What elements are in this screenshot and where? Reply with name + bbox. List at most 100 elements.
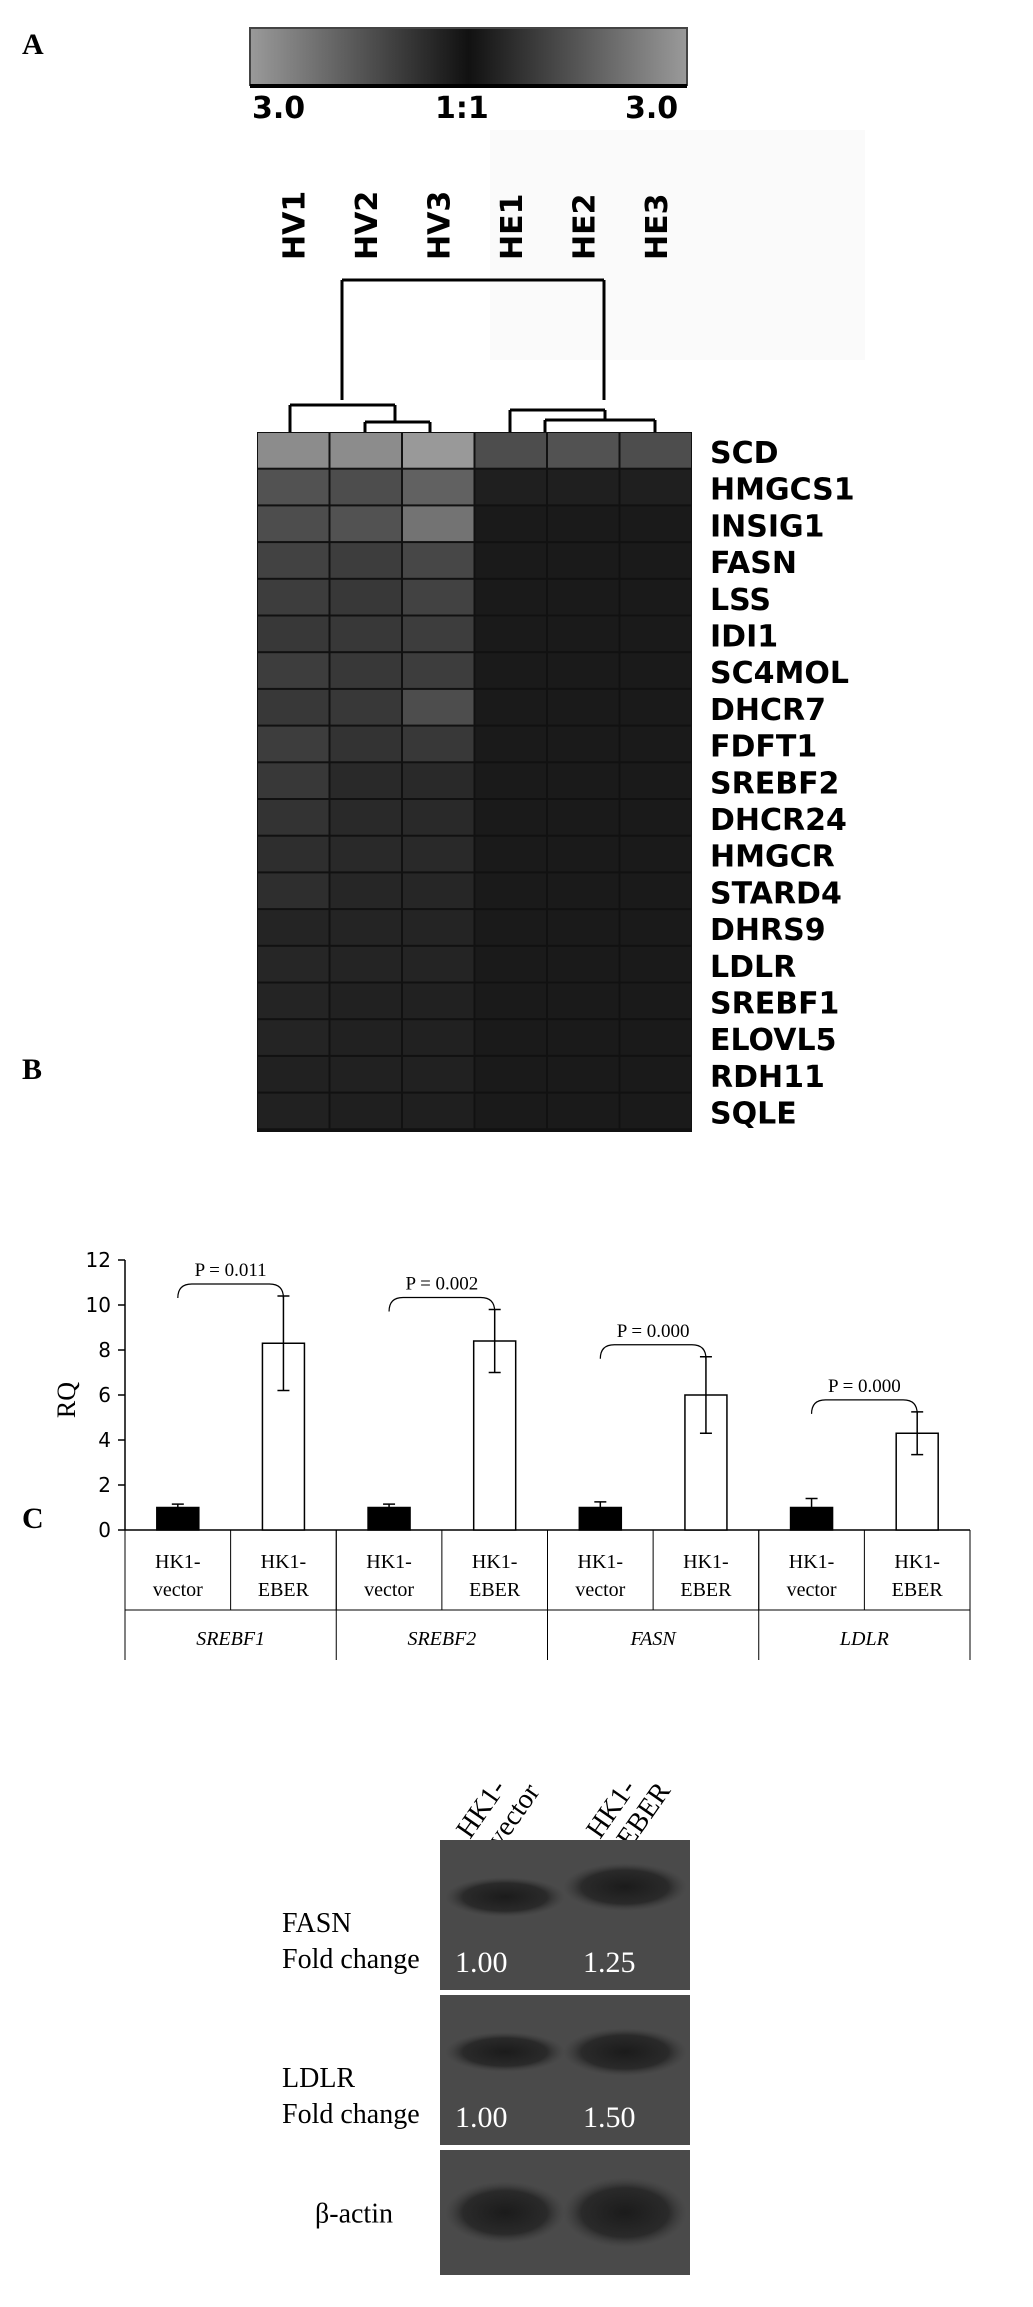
dendrogram	[288, 278, 657, 432]
gene-group-label: FASN	[630, 1628, 678, 1650]
heatmap-cell	[330, 433, 401, 468]
heatmap-cell	[548, 946, 619, 982]
rq-bar-chart: RQ 0 2 4 6 8 10 12 HK1- vector HK1- EBER SREBF1 P = …	[52, 1248, 971, 1660]
heatmap-cell	[620, 433, 691, 468]
gene-label: INSIG1	[710, 509, 825, 544]
heatmap-cell	[403, 506, 474, 542]
gene-label: FDFT1	[710, 730, 817, 765]
heatmap-cell	[330, 836, 401, 872]
bar-label: EBER	[258, 1579, 310, 1601]
bar-label: vector	[153, 1579, 203, 1601]
heatmap-cell	[258, 836, 329, 872]
gene-group-label: LDLR	[839, 1628, 889, 1650]
heatmap-cell	[330, 910, 401, 945]
bar-label: HK1-	[261, 1551, 307, 1573]
gene-label: HMGCR	[710, 840, 835, 875]
y-tick-label: 10	[86, 1293, 111, 1317]
heatmap-cell	[620, 983, 691, 1019]
gene-label: STARD4	[710, 876, 842, 911]
gene-labels: SCDHMGCS1INSIG1FASNLSSIDI1SC4MOLDHCR7FDF…	[710, 436, 855, 1132]
heatmap-cell	[548, 1093, 619, 1129]
heatmap-cell	[258, 543, 329, 578]
gene-label: RDH11	[710, 1060, 825, 1095]
heatmap-cell	[620, 616, 691, 652]
heatmap-cell	[403, 579, 474, 615]
heatmap-cell	[403, 1093, 474, 1129]
heatmap-cell	[548, 910, 619, 945]
heatmap-cell	[258, 689, 329, 725]
y-tick-label: 12	[86, 1248, 111, 1272]
heatmap-cell	[258, 433, 329, 468]
heatmap-cell	[548, 543, 619, 578]
fold-change-value: 1.00	[455, 1946, 508, 1979]
y-tick-label: 8	[98, 1338, 111, 1362]
gene-label: SREBF2	[710, 766, 839, 801]
heatmap-cell	[330, 579, 401, 615]
heatmap-cell	[548, 836, 619, 872]
protein-band	[445, 2181, 565, 2244]
blot-protein-label: FASN	[282, 1908, 352, 1939]
heatmap-cell	[475, 873, 546, 909]
heatmap-cell	[258, 946, 329, 982]
bar-label: HK1-	[683, 1551, 729, 1573]
significance-bracket	[388, 1296, 496, 1312]
sample-label: HV1	[277, 191, 312, 260]
heatmap-cell	[258, 1093, 329, 1129]
color-scale-bar	[249, 27, 688, 86]
heatmap-cell	[620, 1093, 691, 1129]
gene-label: ELOVL5	[710, 1023, 836, 1058]
heatmap-cell	[620, 469, 691, 505]
bar-label: EBER	[892, 1579, 944, 1601]
significance-bracket	[599, 1344, 707, 1359]
heatmap-cell	[548, 1056, 619, 1092]
gene-label: IDI1	[710, 620, 778, 655]
bar-label: vector	[364, 1579, 414, 1601]
heatmap-cell	[475, 689, 546, 725]
heatmap-cell	[475, 1020, 546, 1055]
sample-labels: HV1 HV2 HV3 HE1 HE2 HE3	[277, 191, 675, 260]
heatmap-cell	[403, 689, 474, 725]
heatmap-cell	[258, 873, 329, 909]
protein-band	[445, 1877, 565, 1917]
protein-band	[445, 2032, 565, 2072]
heatmap-cell	[475, 579, 546, 615]
heatmap-cell	[403, 873, 474, 909]
panel-label-c: C	[22, 1502, 44, 1535]
bar-label: HK1-	[155, 1551, 201, 1573]
heatmap-cell	[258, 983, 329, 1019]
heatmap-cell	[403, 469, 474, 505]
fold-change-value: 1.50	[583, 2101, 636, 2134]
heatmap-cell	[620, 653, 691, 688]
heatmap-cell	[330, 1020, 401, 1055]
y-tick-label: 0	[98, 1518, 111, 1542]
bar-layer: 0 2 4 6 8 10 12 HK1- vector HK1- EBER SREBF1 P = 0.0…	[86, 1248, 971, 1660]
heatmap-cell	[548, 983, 619, 1019]
heatmap-cell	[403, 543, 474, 578]
heatmap-cell	[258, 1020, 329, 1055]
heatmap-cell	[548, 433, 619, 468]
heatmap-cell	[475, 983, 546, 1019]
y-tick-label: 4	[98, 1428, 111, 1452]
sample-label: HV2	[350, 191, 385, 260]
heatmap-cell	[258, 763, 329, 798]
heatmap-cell	[620, 763, 691, 798]
heatmap-cell	[258, 653, 329, 688]
scale-right-label: 3.0	[625, 91, 678, 126]
bar-label: HK1-	[894, 1551, 940, 1573]
blot-protein-label: LDLR	[282, 2063, 355, 2094]
heatmap-cell	[475, 763, 546, 798]
p-value-label: P = 0.011	[195, 1260, 267, 1281]
heatmap-background	[257, 432, 692, 1132]
heatmap-cell	[475, 910, 546, 945]
heatmap-cell	[403, 726, 474, 762]
heatmap-cell	[403, 763, 474, 798]
gene-label: LSS	[710, 583, 771, 618]
protein-band	[563, 2177, 687, 2248]
gene-group-label: SREBF1	[196, 1628, 265, 1650]
heatmap-cell	[258, 579, 329, 615]
panel-label-b: B	[22, 1053, 43, 1086]
heatmap-cell	[475, 616, 546, 652]
heatmap-cell	[620, 579, 691, 615]
heatmap-cell	[620, 1056, 691, 1092]
